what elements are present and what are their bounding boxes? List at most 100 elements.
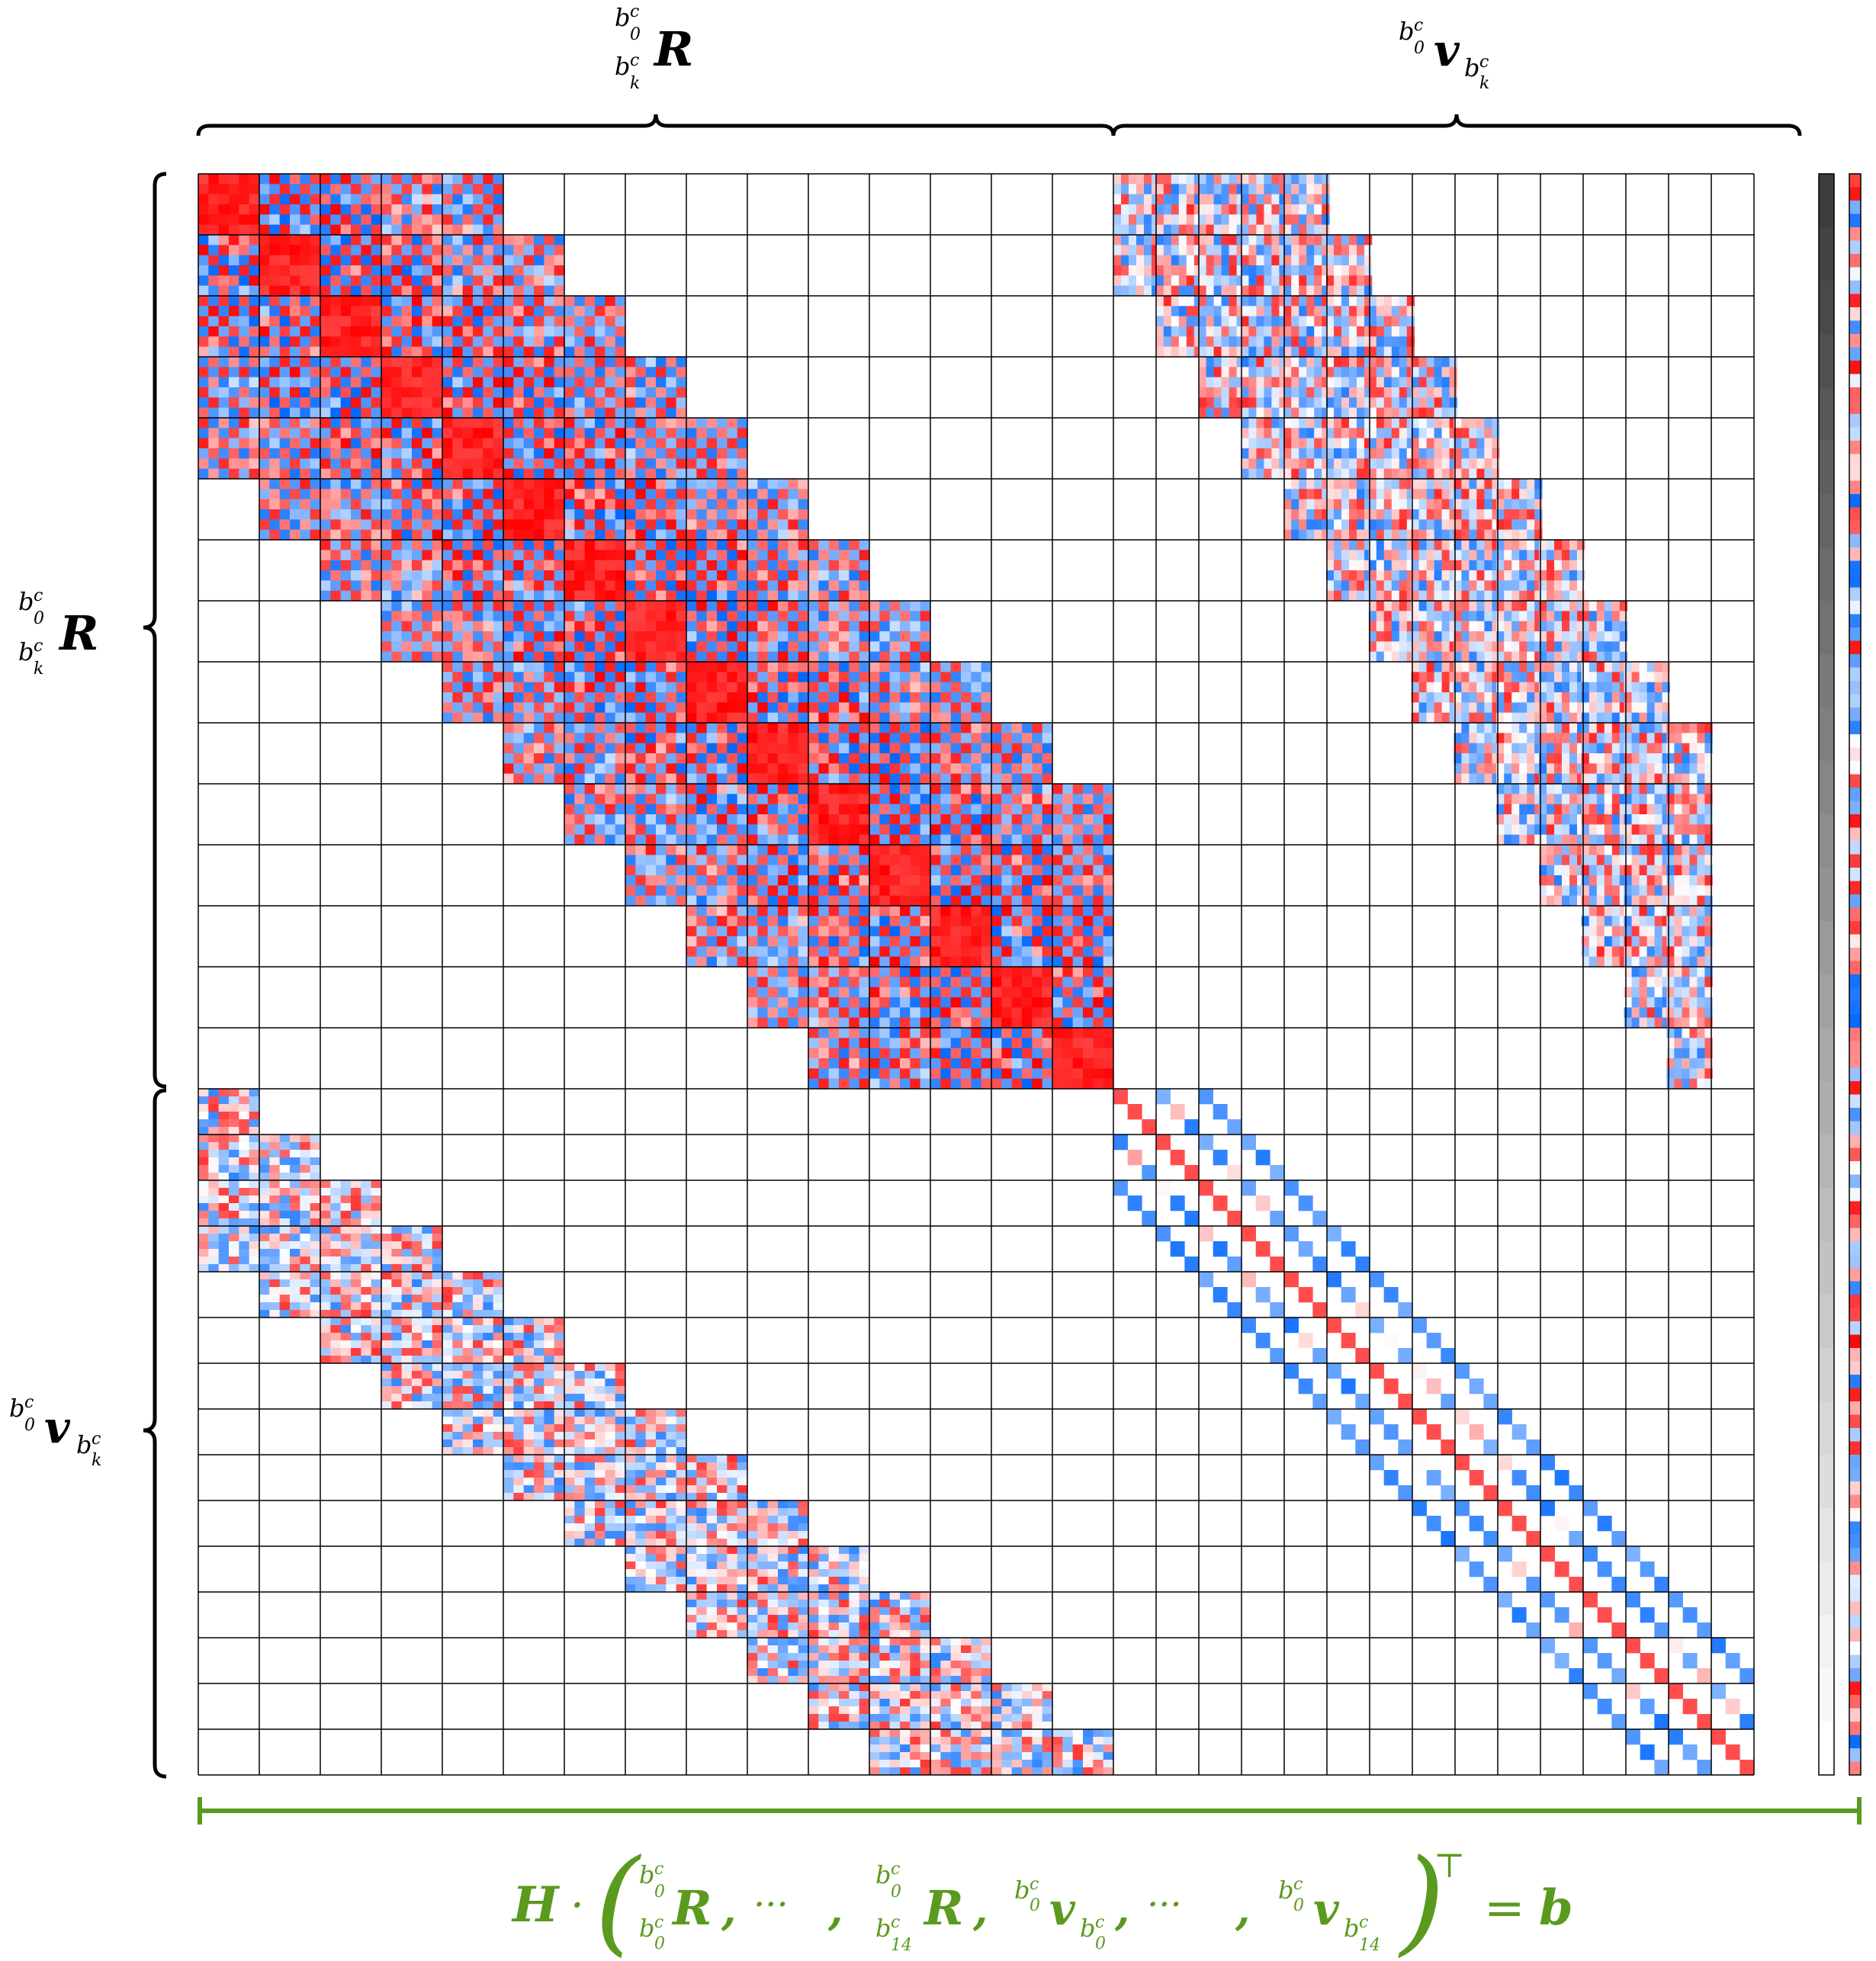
matrix-cell <box>666 468 676 480</box>
matrix-cell <box>757 570 768 581</box>
matrix-cell <box>493 224 504 236</box>
matrix-cell <box>676 377 687 388</box>
matrix-cell <box>910 926 920 937</box>
matrix-cell <box>391 346 402 358</box>
matrix-cell <box>340 438 352 449</box>
matrix-cell <box>391 184 402 194</box>
matrix-cell <box>452 550 463 560</box>
matrix-cell <box>889 601 901 611</box>
matrix-cell <box>1103 885 1114 896</box>
matrix-cell <box>920 1058 931 1069</box>
matrix-cell <box>900 1058 911 1069</box>
matrix-cell <box>625 814 636 825</box>
matrix-cell <box>1221 326 1229 337</box>
matrix-cell <box>391 194 402 205</box>
matrix-cell <box>696 824 707 835</box>
matrix-cell <box>849 601 859 611</box>
matrix-cell <box>818 784 829 794</box>
matrix-cell <box>574 763 585 774</box>
matrix-cell <box>371 326 382 337</box>
matrix-cell <box>1322 224 1330 236</box>
matrix-cell <box>1271 184 1280 194</box>
matrix-cell <box>361 214 371 225</box>
matrix-cell <box>1011 763 1023 774</box>
matrix-cell <box>1213 285 1222 297</box>
matrix-cell <box>229 214 239 225</box>
matrix-cell <box>483 550 493 560</box>
matrix-cell <box>513 377 524 388</box>
matrix-cell <box>737 916 748 926</box>
matrix-cell <box>432 590 443 602</box>
matrix-cell <box>808 763 819 774</box>
matrix-cell <box>279 346 291 358</box>
matrix-cell <box>879 926 890 937</box>
matrix-cell <box>462 702 474 713</box>
matrix-cell <box>1357 255 1365 266</box>
matrix-cell <box>462 428 474 438</box>
matrix-cell <box>290 519 300 530</box>
matrix-cell <box>574 326 585 337</box>
matrix-cell <box>828 1048 840 1059</box>
matrix-cell <box>330 499 341 510</box>
matrix-cell <box>1001 977 1012 987</box>
matrix-cell <box>218 407 230 419</box>
matrix-cell <box>706 570 718 581</box>
matrix-cell <box>595 428 606 438</box>
matrix-cell <box>1171 194 1180 205</box>
matrix-cell <box>574 631 585 642</box>
matrix-cell <box>249 1196 260 1204</box>
matrix-cell <box>595 550 606 560</box>
matrix-cell <box>208 1234 219 1242</box>
matrix-cell <box>422 428 432 438</box>
matrix-cell <box>879 743 890 754</box>
matrix-cell <box>523 357 535 367</box>
matrix-cell <box>605 794 615 804</box>
matrix-cell <box>1314 204 1322 215</box>
matrix-cell <box>879 601 890 611</box>
matrix-cell <box>534 570 544 581</box>
matrix-cell <box>615 641 626 652</box>
matrix-cell <box>930 794 941 804</box>
matrix-cell <box>483 285 493 297</box>
matrix-cell <box>1001 865 1012 876</box>
matrix-cell <box>828 845 840 855</box>
matrix-cell <box>839 967 850 977</box>
matrix-cell <box>778 763 789 774</box>
matrix-cell <box>900 1078 911 1090</box>
matrix-cell <box>523 580 535 591</box>
matrix-cell <box>788 906 798 916</box>
matrix-cell <box>1022 1028 1033 1038</box>
matrix-cell <box>727 590 737 602</box>
matrix-cell <box>737 855 748 865</box>
matrix-cell <box>432 550 443 560</box>
matrix-cell <box>351 580 361 591</box>
matrix-cell <box>839 672 850 682</box>
matrix-cell <box>1001 1017 1012 1029</box>
matrix-cell <box>1022 784 1033 794</box>
matrix-cell <box>1322 235 1330 246</box>
matrix-cell <box>635 784 646 794</box>
matrix-cell <box>208 245 219 255</box>
matrix-cell <box>534 519 544 530</box>
matrix-cell <box>1248 224 1257 236</box>
matrix-cell <box>757 702 768 713</box>
matrix-cell <box>1144 245 1152 255</box>
matrix-cell <box>686 855 697 865</box>
matrix-cell <box>645 794 657 804</box>
matrix-cell <box>544 621 554 632</box>
matrix-cell <box>330 336 341 347</box>
matrix-cell <box>676 367 687 377</box>
matrix-cell <box>1198 214 1206 225</box>
matrix-cell <box>1241 255 1249 266</box>
matrix-cell <box>1062 926 1073 937</box>
matrix-cell <box>635 357 646 367</box>
matrix-cell <box>391 174 402 185</box>
matrix-cell <box>290 336 300 347</box>
matrix-cell <box>676 499 687 510</box>
matrix-cell <box>1306 224 1315 236</box>
matrix-cell <box>462 387 474 398</box>
matrix-cell <box>1136 255 1145 266</box>
matrix-cell <box>290 1272 300 1280</box>
matrix-cell <box>452 509 463 520</box>
matrix-cell <box>717 641 728 652</box>
